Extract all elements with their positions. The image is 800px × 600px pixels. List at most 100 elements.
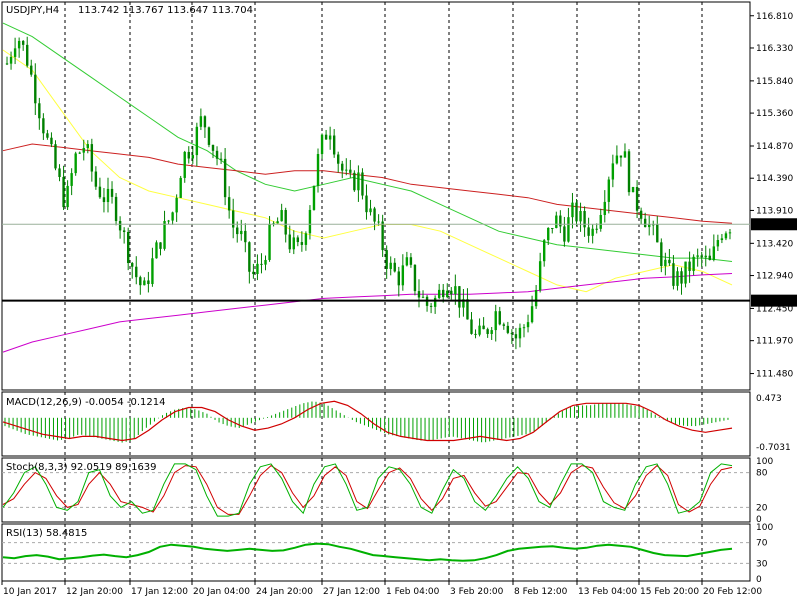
- candle-body-128: [522, 327, 526, 329]
- candle-body-50: [207, 127, 211, 145]
- candle-body-127: [518, 327, 522, 339]
- candle-body-164: [668, 259, 671, 264]
- candle-body-8: [38, 103, 41, 119]
- chart-header-symbol: USDJPY,H4: [6, 5, 59, 16]
- price-tick-label-7: 113.420: [756, 239, 793, 249]
- rsi-tick-label-1: 70: [756, 539, 768, 549]
- candle-body-103: [421, 296, 425, 298]
- candle-body-134: [547, 227, 550, 241]
- x-tick-label-2: 17 Jan 12:00: [131, 587, 188, 597]
- candle-body-90: [369, 208, 372, 213]
- candle-body-120: [490, 330, 493, 334]
- x-tick-label-5: 27 Jan 12:00: [323, 587, 380, 597]
- candle-body-126: [514, 334, 518, 339]
- candle-body-59: [244, 230, 247, 243]
- candle-body-86: [353, 172, 356, 191]
- candle-body-105: [429, 305, 433, 307]
- macd-series-layer: [2, 400, 733, 443]
- stoch-panel[interactable]: [1, 457, 751, 523]
- price-tick-label-0: 116.810: [756, 12, 793, 22]
- candle-body-42: [175, 197, 178, 213]
- candle-body-116: [474, 333, 477, 335]
- x-tick-label-7: 3 Feb 20:00: [450, 587, 504, 597]
- candle-body-136: [555, 215, 558, 228]
- candle-body-119: [486, 329, 489, 334]
- candle-body-88: [361, 172, 364, 196]
- candle-body-22: [94, 171, 98, 187]
- candle-body-173: [704, 255, 707, 258]
- candle-body-20: [86, 144, 89, 148]
- candle-body-45: [187, 151, 190, 159]
- candle-body-160: [652, 224, 655, 226]
- candle-body-74: [304, 233, 308, 245]
- candle-body-73: [300, 242, 304, 245]
- candle-body-163: [664, 259, 667, 267]
- candle-body-23: [98, 186, 102, 198]
- candle-body-76: [312, 185, 316, 210]
- candle-body-11: [50, 137, 53, 145]
- candle-body-39: [163, 220, 166, 249]
- candle-body-135: [551, 227, 554, 229]
- candle-body-176: [716, 240, 720, 247]
- candle-body-85: [349, 169, 352, 173]
- candle-body-18: [78, 152, 81, 154]
- x-tick-label-8: 8 Feb 12:00: [514, 587, 568, 597]
- candle-body-145: [591, 228, 594, 236]
- macd-tick-label-0: 0.473: [756, 394, 782, 404]
- candle-body-48: [199, 116, 203, 127]
- candle-body-44: [183, 151, 186, 178]
- candle-body-109: [446, 290, 449, 298]
- candle-body-170: [692, 256, 695, 271]
- stoch-tick-label-2: 20: [756, 503, 768, 513]
- candle-body-177: [720, 238, 724, 241]
- candle-body-87: [357, 172, 360, 191]
- candle-body-27: [114, 196, 118, 222]
- candle-body-93: [381, 221, 384, 251]
- candle-body-133: [542, 240, 546, 262]
- candle-body-33: [139, 277, 142, 286]
- candle-body-147: [599, 214, 602, 229]
- rsi-tick-label-0: 100: [756, 523, 773, 533]
- candle-body-107: [437, 289, 441, 298]
- x-tick-label-9: 13 Feb 04:00: [578, 587, 637, 597]
- candle-body-169: [688, 261, 691, 271]
- stoch-series-layer: [2, 463, 750, 517]
- candle-body-12: [54, 144, 57, 169]
- candle-body-142: [579, 211, 582, 222]
- candle-body-167: [680, 271, 683, 284]
- sma-mid-line: [2, 22, 733, 262]
- rsi-panel[interactable]: [1, 523, 751, 582]
- support-price-label: 112.566: [754, 297, 791, 307]
- candle-body-95: [389, 262, 392, 269]
- candle-body-172: [700, 255, 703, 258]
- candle-body-30: [126, 232, 130, 264]
- candle-body-111: [454, 286, 457, 295]
- candle-body-143: [583, 211, 586, 228]
- candle-body-15: [66, 185, 69, 208]
- price-tick-label-1: 116.330: [756, 44, 793, 54]
- candle-body-31: [131, 263, 134, 267]
- candle-body-159: [648, 224, 651, 228]
- candle-body-60: [248, 242, 251, 272]
- candle-body-37: [155, 242, 158, 259]
- candle-body-122: [498, 311, 501, 325]
- candle-body-65: [268, 224, 271, 260]
- candle-body-162: [660, 242, 663, 267]
- price-tick-label-3: 115.360: [756, 109, 793, 119]
- candle-body-137: [559, 215, 562, 227]
- candle-body-84: [345, 169, 348, 171]
- candle-body-118: [482, 325, 485, 330]
- candle-body-129: [526, 322, 530, 328]
- candle-body-55: [227, 197, 231, 211]
- candle-body-63: [260, 263, 263, 265]
- candle-body-83: [341, 163, 344, 171]
- vertical-grid: [64, 2, 703, 581]
- candle-body-2: [13, 48, 17, 57]
- candle-body-158: [643, 218, 647, 228]
- candle-body-26: [110, 188, 114, 197]
- price-panel[interactable]: [1, 1, 751, 391]
- current-price-tag: [751, 218, 797, 231]
- candle-body-97: [397, 271, 400, 286]
- candle-body-79: [324, 134, 328, 140]
